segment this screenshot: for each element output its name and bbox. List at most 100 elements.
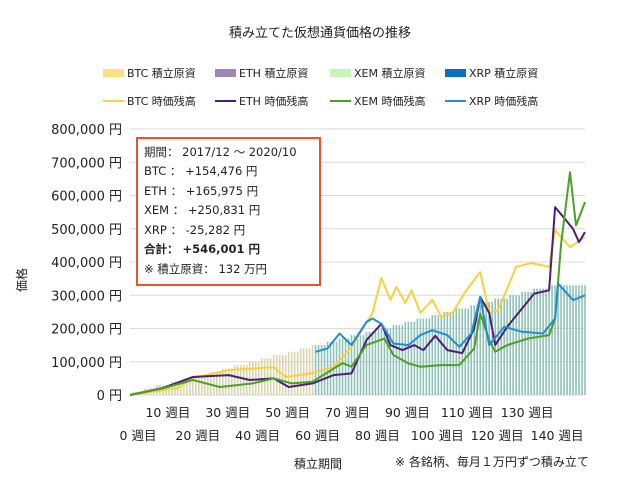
principal-bar bbox=[515, 295, 517, 395]
summary-box: 期間： 2017/12 ～ 2020/10 BTC ： +154,476 円 E… bbox=[136, 137, 321, 286]
x-axis-label: 積立期間 bbox=[294, 456, 342, 471]
x-tick-label: 140 週目 bbox=[531, 428, 584, 443]
chart-title: 積み立てた仮想通貨価格の推移 bbox=[229, 25, 411, 41]
series-line-xem bbox=[129, 171, 586, 396]
x-tick-label: 0 週目 bbox=[120, 428, 157, 443]
legend-label: ETH 時価残高 bbox=[239, 94, 308, 108]
principal-bar bbox=[302, 348, 305, 395]
principal-bar bbox=[287, 351, 290, 395]
principal-bar bbox=[464, 308, 467, 395]
principal-bar bbox=[272, 355, 275, 395]
summary-eth: ETH ： +165,975 円 bbox=[144, 184, 258, 198]
x-tick-label: 90 週目 bbox=[385, 405, 430, 420]
principal-bar bbox=[186, 378, 188, 395]
principal-bar bbox=[314, 345, 317, 395]
principal-bar bbox=[479, 305, 482, 395]
principal-bar bbox=[386, 328, 389, 395]
principal-bar bbox=[467, 308, 470, 395]
principal-bar bbox=[575, 285, 577, 395]
principal-bar bbox=[260, 358, 263, 395]
principal-bar bbox=[392, 325, 395, 395]
legend-swatch bbox=[215, 69, 236, 77]
principal-bar bbox=[581, 285, 583, 395]
principal-bar bbox=[539, 288, 541, 395]
principal-bar bbox=[416, 318, 419, 395]
principal-bar bbox=[557, 285, 559, 395]
y-tick-label: 200,000 円 bbox=[51, 323, 122, 338]
legend-label: XRP 時価残高 bbox=[469, 94, 538, 108]
principal-bar bbox=[422, 318, 425, 395]
principal-bar bbox=[233, 365, 236, 395]
series-line-btc bbox=[129, 229, 586, 396]
principal-bar bbox=[380, 328, 383, 395]
legend-label: BTC 時価残高 bbox=[127, 94, 196, 108]
principal-bar bbox=[488, 301, 491, 395]
principal-bar bbox=[213, 371, 215, 395]
legend-swatch bbox=[330, 69, 351, 77]
legend-label: ETH 積立原資 bbox=[239, 66, 308, 80]
principal-bar bbox=[533, 288, 535, 395]
principal-bar bbox=[545, 288, 547, 395]
principal-bar bbox=[299, 348, 302, 395]
series-line-xrp bbox=[315, 282, 586, 353]
principal-bar bbox=[359, 335, 362, 395]
y-tick-label: 500,000 円 bbox=[51, 223, 122, 238]
x-tick-label: 50 週目 bbox=[265, 405, 310, 420]
principal-bar bbox=[242, 365, 245, 395]
principal-bar bbox=[521, 291, 523, 395]
summary-xem: XEM ： +250,831 円 bbox=[144, 203, 260, 217]
principal-bar bbox=[518, 295, 520, 395]
principal-bar bbox=[491, 301, 494, 395]
principal-bar bbox=[404, 321, 407, 395]
summary-principal: ※ 積立原資： 132 万円 bbox=[144, 262, 267, 276]
principal-bar bbox=[473, 305, 476, 395]
principal-bar bbox=[425, 318, 428, 395]
principal-bar bbox=[239, 365, 242, 395]
principal-bar bbox=[446, 311, 449, 395]
principal-bar bbox=[449, 311, 452, 395]
principal-bar bbox=[269, 358, 272, 395]
principal-bar bbox=[308, 348, 311, 395]
principal-bar bbox=[470, 305, 473, 395]
principal-bar bbox=[365, 331, 368, 395]
principal-bar bbox=[368, 331, 371, 395]
principal-bar bbox=[257, 361, 260, 395]
principal-bar bbox=[305, 348, 308, 395]
x-tick-label: 80 週目 bbox=[355, 428, 400, 443]
x-tick-label: 70 週目 bbox=[325, 405, 370, 420]
principal-bar bbox=[341, 338, 344, 395]
principal-bar bbox=[219, 371, 221, 395]
principal-bar bbox=[497, 298, 499, 395]
footnote: ※ 各銘柄、毎月１万円ずつ積み立て bbox=[395, 454, 589, 469]
principal-bar bbox=[311, 345, 314, 395]
principal-bar bbox=[317, 345, 320, 395]
principal-bar bbox=[251, 361, 254, 395]
principal-bar bbox=[344, 338, 347, 395]
principal-bar bbox=[248, 361, 251, 395]
x-tick-label: 100 週目 bbox=[411, 428, 464, 443]
principal-bar bbox=[180, 381, 182, 395]
principal-bar bbox=[204, 375, 206, 395]
y-tick-label: 800,000 円 bbox=[51, 123, 122, 138]
x-tick-label: 120 週目 bbox=[471, 428, 524, 443]
summary-total: 合計： +546,001 円 bbox=[144, 242, 260, 256]
principal-bar bbox=[290, 351, 293, 395]
principal-bar bbox=[512, 295, 514, 395]
principal-bar bbox=[374, 331, 377, 395]
principal-bar bbox=[584, 285, 586, 395]
principal-bar bbox=[338, 338, 341, 395]
principal-bar bbox=[428, 318, 431, 395]
y-tick-label: 400,000 円 bbox=[51, 256, 122, 271]
principal-bar bbox=[536, 288, 538, 395]
principal-bars bbox=[132, 285, 586, 395]
x-tick-label: 20 週目 bbox=[175, 428, 220, 443]
principal-bar bbox=[410, 321, 413, 395]
principal-bar bbox=[377, 328, 380, 395]
principal-bar bbox=[389, 328, 392, 395]
legend-label: XRP 積立原資 bbox=[469, 66, 538, 80]
principal-bar bbox=[452, 311, 455, 395]
x-tick-label: 110 週目 bbox=[441, 405, 494, 420]
principal-bar bbox=[482, 301, 485, 395]
x-tick-label: 130 週目 bbox=[501, 405, 554, 420]
